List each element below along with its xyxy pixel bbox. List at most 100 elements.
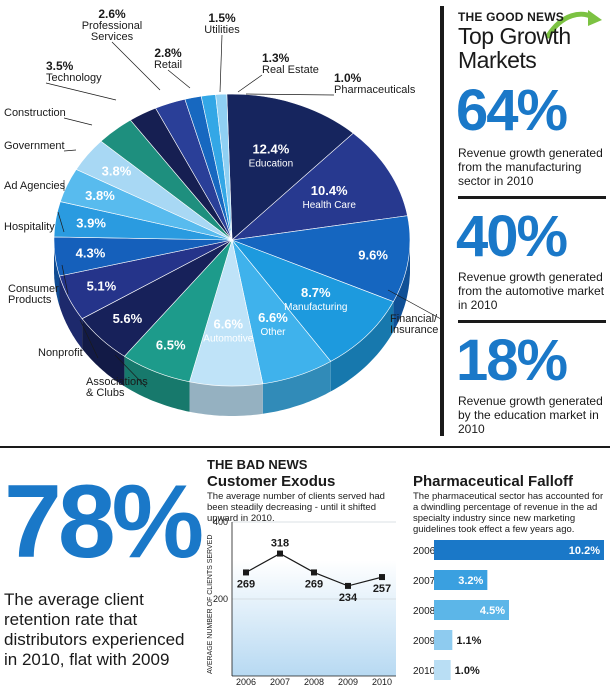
bar-chart-value-label: 3.2% (458, 575, 483, 587)
pie-external-label-professional-services: Professional (82, 20, 143, 32)
growth-arrow-icon (545, 10, 602, 39)
bar-chart-category: 2008 (413, 606, 436, 617)
pie-external-label-government: Government (4, 140, 65, 152)
bar-chart-category: 2009 (413, 636, 436, 647)
pie-side-financial-insurance (393, 240, 410, 332)
pie-slice-pct-manufacturing: 8.7% (301, 285, 331, 300)
line-chart-point (311, 569, 317, 576)
pie-slice-pct-consumer-products: 5.1% (87, 279, 117, 294)
pie-external-label-retail: Retail (154, 59, 182, 71)
stat-divider (458, 196, 606, 199)
pie-external-pct-professional-services: 2.6% (98, 7, 126, 21)
bar-chart-value-label: 4.5% (480, 605, 505, 617)
pie-leader-technology (45, 82, 117, 101)
bar-chart-bar (434, 630, 453, 650)
line-chart-xtick: 2006 (236, 677, 256, 685)
pie-leader-construction (63, 117, 93, 126)
bar-chart-bar (434, 540, 604, 560)
pie-slice-pct-nonprofit: 5.6% (113, 311, 143, 326)
bar-chart-value-label: 1.1% (456, 635, 481, 647)
section-divider (0, 446, 610, 448)
pie-slice-pct-education: 12.4% (252, 141, 289, 156)
line-chart-ylabel: AVERAGE NUMBER OF CLIENTS SERVED (207, 535, 214, 674)
pie-external-label-real-estate: Real Estate (262, 64, 319, 76)
pie-slice-pct-other: 6.6% (258, 310, 288, 325)
bar-chart-value-label: 1.0% (455, 665, 480, 677)
customer-exodus-title: Customer Exodus (207, 473, 336, 490)
line-chart-point-label: 257 (373, 583, 391, 595)
pie-leader-government (63, 149, 77, 152)
pie-external-label-pharmaceuticals: Pharmaceuticals (334, 84, 416, 96)
pie-external-label-construction: Construction (4, 107, 66, 119)
pie-side-hospitality (54, 240, 60, 306)
line-chart-point (345, 582, 351, 589)
retention-rate-desc: The average client retention rate that d… (4, 590, 185, 669)
pie-slice-name-automotive: Automotive (203, 334, 253, 345)
pie-external-label-nonprofit: Nonprofit (38, 347, 83, 359)
pie-external-pct-technology: 3.5% (46, 59, 74, 73)
pie-leader-real-estate (237, 74, 263, 93)
market-share-pie-chart: 12.4% Education 10.4% Health Care 9.6% 8.7% Ma… (4, 7, 440, 416)
pie-slice-pct-financial-insurance: 9.6% (358, 248, 388, 263)
bar-chart-bar (434, 570, 488, 590)
pie-leader-utilities (219, 34, 223, 93)
pie-side-automotive (189, 381, 263, 416)
pie-slice-pct-construction: 3.8% (102, 164, 132, 179)
pie-external-label-associations-clubs: Associations (86, 376, 148, 388)
pie-leader-pharmaceuticals (245, 93, 335, 96)
pie-slice-pct-automotive: 6.6% (213, 317, 243, 332)
pie-slice-education (226, 93, 354, 241)
pie-external-pct-retail: 2.8% (154, 46, 182, 60)
pie-external-pct-utilities: 1.5% (208, 11, 236, 25)
pie-top (53, 93, 411, 387)
pie-external-label-utilities: Utilities (204, 24, 240, 36)
pie-external-label-financial-insurance: Insurance (390, 324, 438, 336)
line-chart-point-label: 234 (339, 592, 358, 604)
pie-external-label-professional-services: Services (91, 31, 134, 43)
bar-chart-category: 2010 (413, 666, 436, 677)
pie-slice-pct-ad-agencies: 3.9% (76, 215, 106, 230)
pie-slice-name-manufacturing: Manufacturing (284, 302, 347, 313)
pie-side-consumer-products (59, 276, 83, 349)
line-chart-xtick: 2009 (338, 677, 358, 685)
pie-external-label-consumer-products: Products (8, 294, 52, 306)
line-chart-ytick: 200 (213, 594, 228, 604)
pie-slice-pct-associations-clubs: 6.5% (156, 337, 186, 352)
pharma-falloff-subtitle: The pharmaceutical sector has accounted … (413, 491, 604, 535)
good-news-panel: THE GOOD NEWS Top Growth Markets 64% Rev… (440, 6, 608, 436)
pie-side-other (262, 361, 331, 414)
line-chart-xtick: 2010 (372, 677, 392, 685)
line-chart-point-label: 269 (305, 578, 323, 590)
line-chart-point-label: 318 (271, 538, 289, 550)
education-growth-stat: 18% (456, 328, 568, 393)
pie-leader-professional-services (111, 41, 161, 91)
bar-chart-category: 2006 (413, 546, 436, 557)
bar-chart-bar (434, 600, 509, 620)
pie-side-nonprofit (82, 318, 125, 387)
retention-rate-stat: 78% (4, 464, 204, 580)
line-chart-point (379, 574, 385, 581)
pie-slice-pct-health-care: 10.4% (311, 183, 348, 198)
pie-slice-name-education: Education (249, 158, 293, 169)
customer-exodus-subtitle: The average number of clients served had… (207, 491, 385, 524)
pie-slice-pharmaceuticals (215, 93, 233, 241)
bar-chart-bar (434, 660, 451, 680)
manufacturing-growth-desc: Revenue growth generated from the manufa… (458, 146, 603, 188)
pie-slice-manufacturing (231, 239, 394, 362)
pie-leader-retail (167, 69, 191, 89)
pie-slice-financial-insurance (231, 215, 411, 302)
education-growth-desc: Revenue growth generated by the educatio… (458, 394, 603, 436)
stat-divider (458, 320, 606, 323)
line-chart-point (277, 550, 283, 557)
pie-leader-associations-clubs (114, 354, 147, 388)
pie-slice-pct-hospitality: 4.3% (76, 245, 106, 260)
pie-slice-health-care (231, 132, 408, 241)
line-chart-point (243, 569, 249, 576)
bar-chart-value-label: 10.2% (569, 545, 600, 557)
line-chart-area-fill (232, 560, 396, 676)
line-chart-xtick: 2008 (304, 677, 324, 685)
pie-external-label-associations-clubs: & Clubs (86, 387, 125, 399)
pie-labels: 12.4% Education 10.4% Health Care 9.6% 8.7% Ma… (4, 7, 440, 399)
pie-leader-hospitality (57, 211, 65, 233)
pie-slice-name-other: Other (260, 327, 286, 338)
